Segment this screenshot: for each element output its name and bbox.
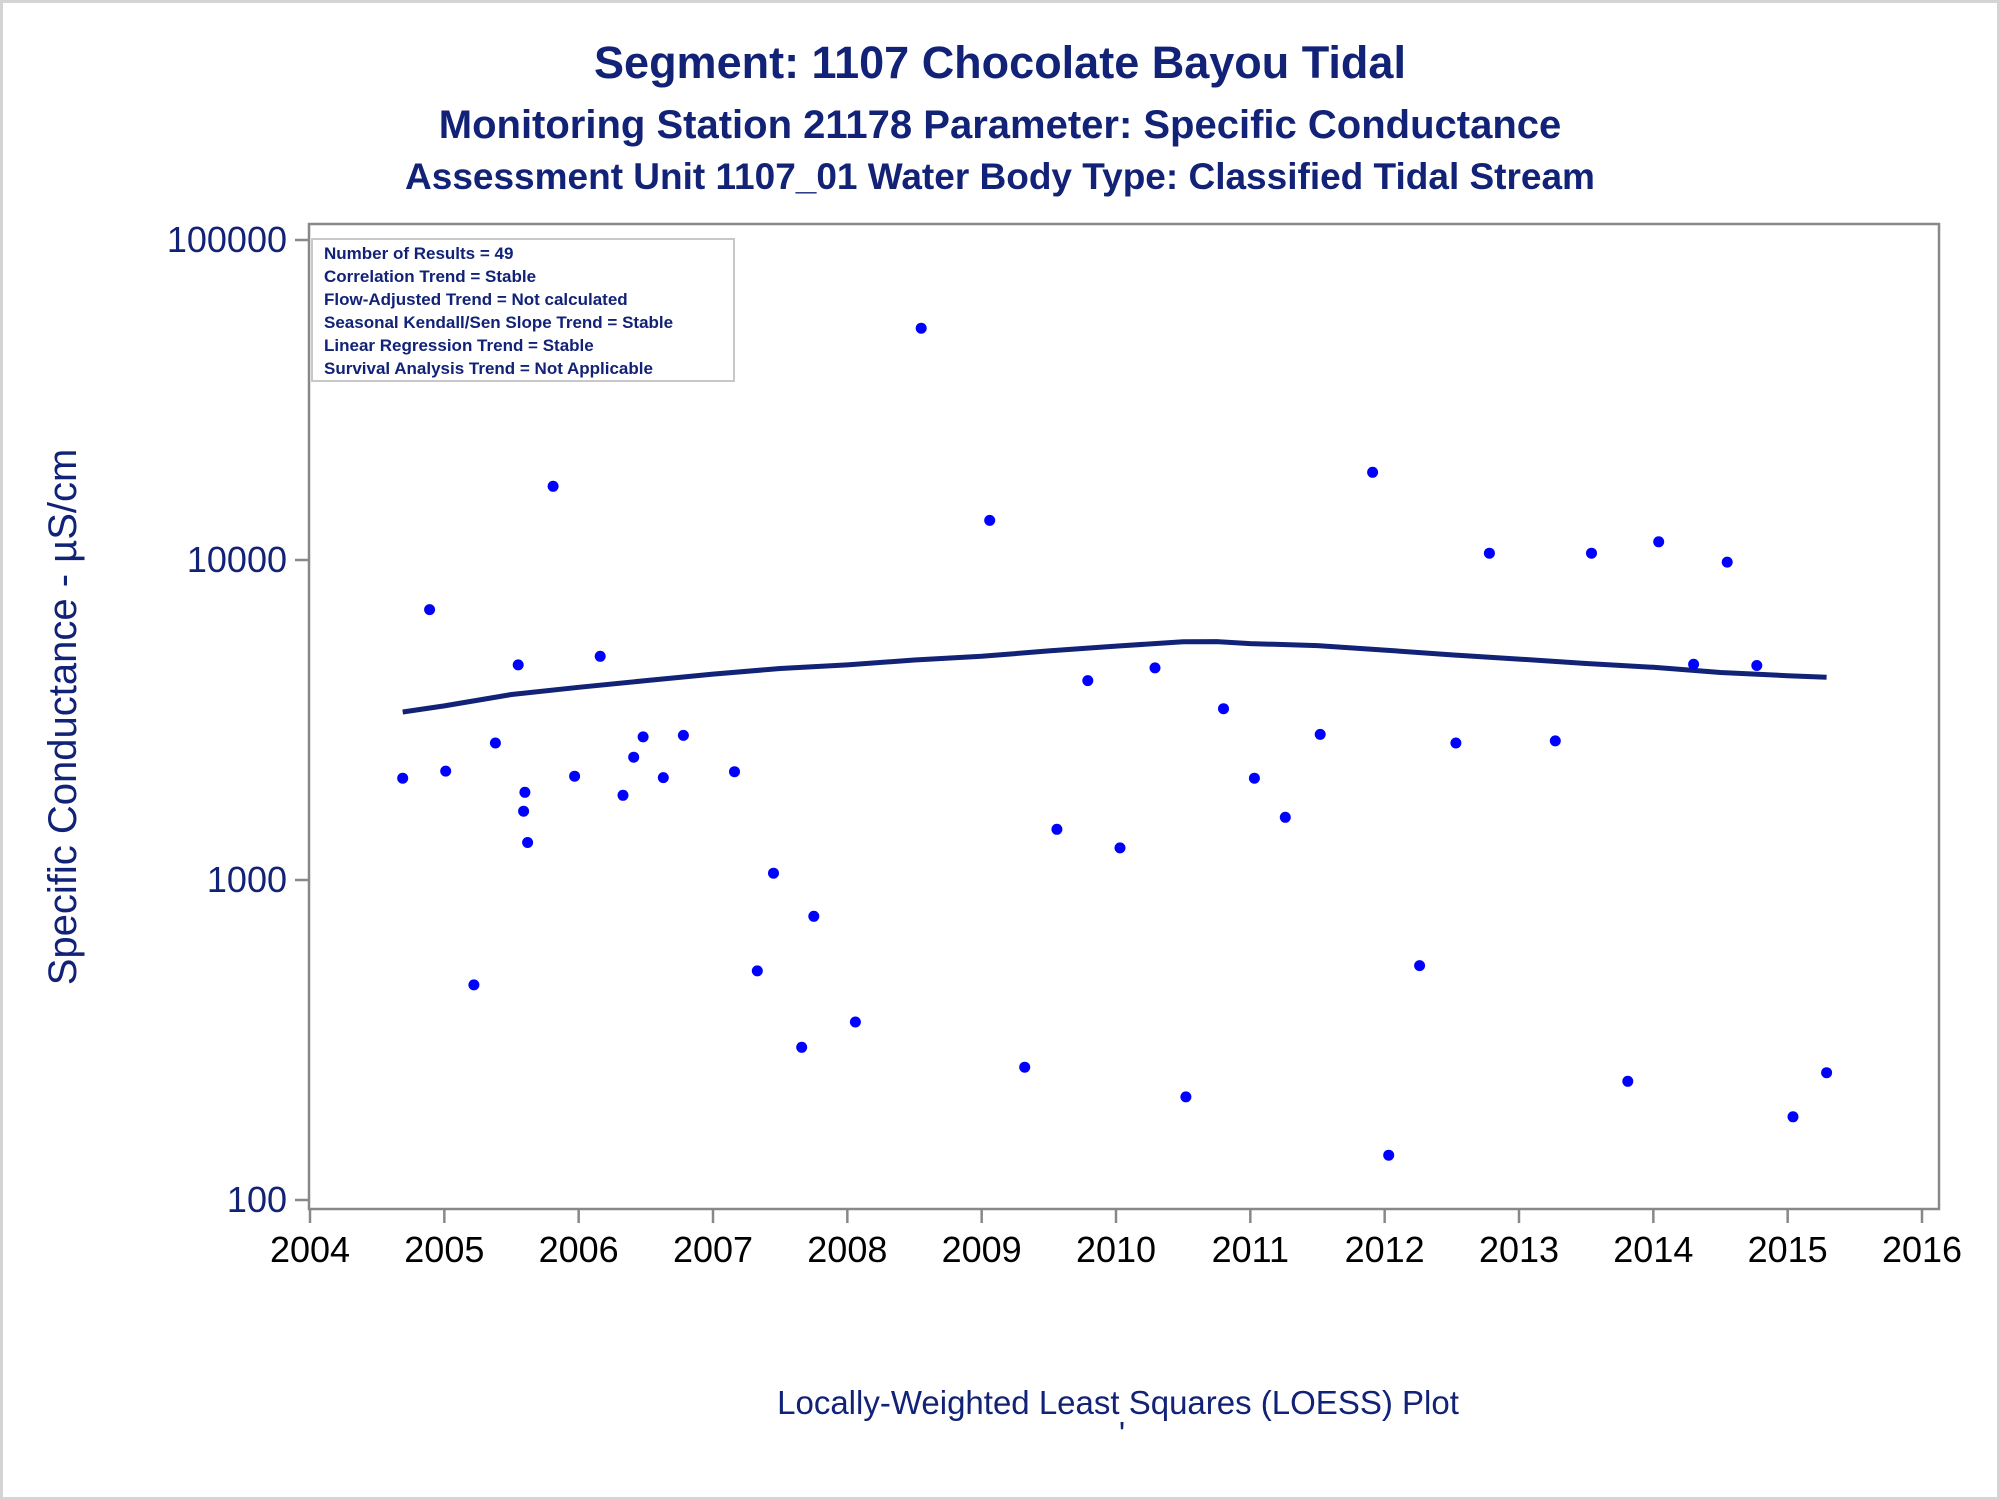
x-tick-label-2013: 2013 — [1479, 1229, 1559, 1270]
info-box: Number of Results = 49 Correlation Trend… — [311, 238, 735, 382]
data-point-23 — [849, 1016, 861, 1028]
data-point-21 — [796, 1041, 808, 1053]
x-tick-label-2009: 2009 — [942, 1229, 1022, 1270]
data-point-48 — [1787, 1111, 1799, 1123]
data-point-37 — [1383, 1149, 1395, 1161]
data-point-46 — [1721, 556, 1733, 568]
data-point-44 — [1653, 536, 1665, 548]
chart-subtitle: Monitoring Station 21178 Parameter: Spec… — [439, 103, 1562, 147]
data-points — [397, 322, 1833, 1161]
info-line-survival: Survival Analysis Trend = Not Applicable — [324, 359, 653, 378]
data-point-18 — [729, 766, 740, 778]
data-point-10 — [547, 480, 559, 492]
plot-area — [307, 222, 1941, 1211]
data-point-36 — [1367, 466, 1379, 478]
data-point-33 — [1248, 772, 1260, 784]
data-point-39 — [1450, 737, 1462, 749]
x-tick-label-2014: 2014 — [1613, 1229, 1693, 1270]
data-point-34 — [1279, 811, 1291, 823]
data-point-38 — [1414, 960, 1426, 972]
data-point-43 — [1622, 1075, 1634, 1087]
x-tick-label-2006: 2006 — [539, 1229, 619, 1270]
loess-curve — [402, 639, 1827, 715]
x-tick-label-2011: 2011 — [1212, 1229, 1289, 1270]
data-point-15 — [637, 731, 649, 743]
data-point-31 — [1180, 1091, 1192, 1103]
data-point-11 — [569, 770, 581, 782]
data-point-20 — [768, 867, 779, 879]
data-point-35 — [1314, 728, 1326, 740]
data-point-9 — [522, 837, 534, 848]
x-tick-label-2010: 2010 — [1076, 1229, 1156, 1270]
data-point-42 — [1586, 547, 1597, 559]
data-point-16 — [657, 772, 669, 784]
data-point-1 — [397, 772, 409, 784]
info-line-linear-regression: Linear Regression Trend = Stable — [324, 336, 594, 355]
chart-subtitle-2: Assessment Unit 1107_01 Water Body Type:… — [405, 156, 1595, 197]
data-point-26 — [1019, 1061, 1031, 1073]
x-tick-label-2008: 2008 — [807, 1229, 887, 1270]
data-point-47 — [1751, 660, 1763, 671]
data-point-41 — [1549, 735, 1561, 747]
y-tick-label-10000: 10000 — [187, 539, 287, 580]
data-point-32 — [1218, 703, 1229, 715]
data-point-45 — [1688, 658, 1700, 670]
x-tick-label-2005: 2005 — [404, 1229, 484, 1270]
data-point-29 — [1114, 842, 1126, 854]
y-axis-label: Specific Conductance - µS/cm — [41, 449, 85, 986]
info-line-seasonal-kendall: Seasonal Kendall/Sen Slope Trend = Stabl… — [324, 313, 673, 332]
chart-title: Segment: 1107 Chocolate Bayou Tidal — [594, 37, 1406, 88]
data-point-5 — [489, 737, 501, 749]
info-line-correlation: Correlation Trend = Stable — [324, 267, 536, 286]
data-point-25 — [984, 514, 996, 526]
data-point-4 — [468, 979, 480, 991]
info-line-results: Number of Results = 49 — [324, 244, 513, 263]
data-point-27 — [1051, 823, 1063, 835]
chart-footnote: Locally-Weighted Least Squares (LOESS) P… — [777, 1384, 1459, 1421]
data-point-19 — [751, 965, 763, 977]
chart-footnote-mark: ' — [1119, 1415, 1125, 1452]
info-box-frame — [311, 238, 735, 382]
x-tick-label-2015: 2015 — [1748, 1229, 1828, 1270]
data-point-3 — [440, 765, 452, 777]
x-tick-label-2012: 2012 — [1345, 1229, 1425, 1270]
y-tick-label-100: 100 — [227, 1179, 287, 1220]
data-point-6 — [512, 659, 524, 671]
y-tick-label-100000: 100000 — [167, 219, 287, 260]
info-line-flow-adjusted: Flow-Adjusted Trend = Not calculated — [324, 290, 628, 309]
data-point-40 — [1483, 547, 1495, 559]
y-tick-label-1000: 1000 — [207, 859, 287, 900]
data-point-17 — [677, 729, 689, 741]
data-point-2 — [424, 604, 436, 616]
y-axis: 100 1000 10000 100000 — [167, 219, 309, 1220]
x-tick-label-2007: 2007 — [673, 1229, 753, 1270]
data-point-7 — [518, 805, 530, 817]
x-tick-label-2016: 2016 — [1882, 1229, 1962, 1270]
data-point-30 — [1149, 662, 1161, 674]
x-tick-label-2004: 2004 — [270, 1229, 350, 1270]
data-point-14 — [628, 751, 640, 763]
data-point-12 — [594, 650, 606, 662]
data-point-13 — [617, 789, 629, 801]
data-point-8 — [519, 786, 531, 798]
data-point-24 — [915, 322, 927, 334]
data-point-28 — [1082, 675, 1094, 687]
x-axis: 2004 2005 2006 2007 2008 2009 2010 2011 2012 2013… — [270, 1209, 1962, 1270]
data-point-49 — [1821, 1067, 1833, 1079]
data-point-22 — [808, 910, 820, 922]
